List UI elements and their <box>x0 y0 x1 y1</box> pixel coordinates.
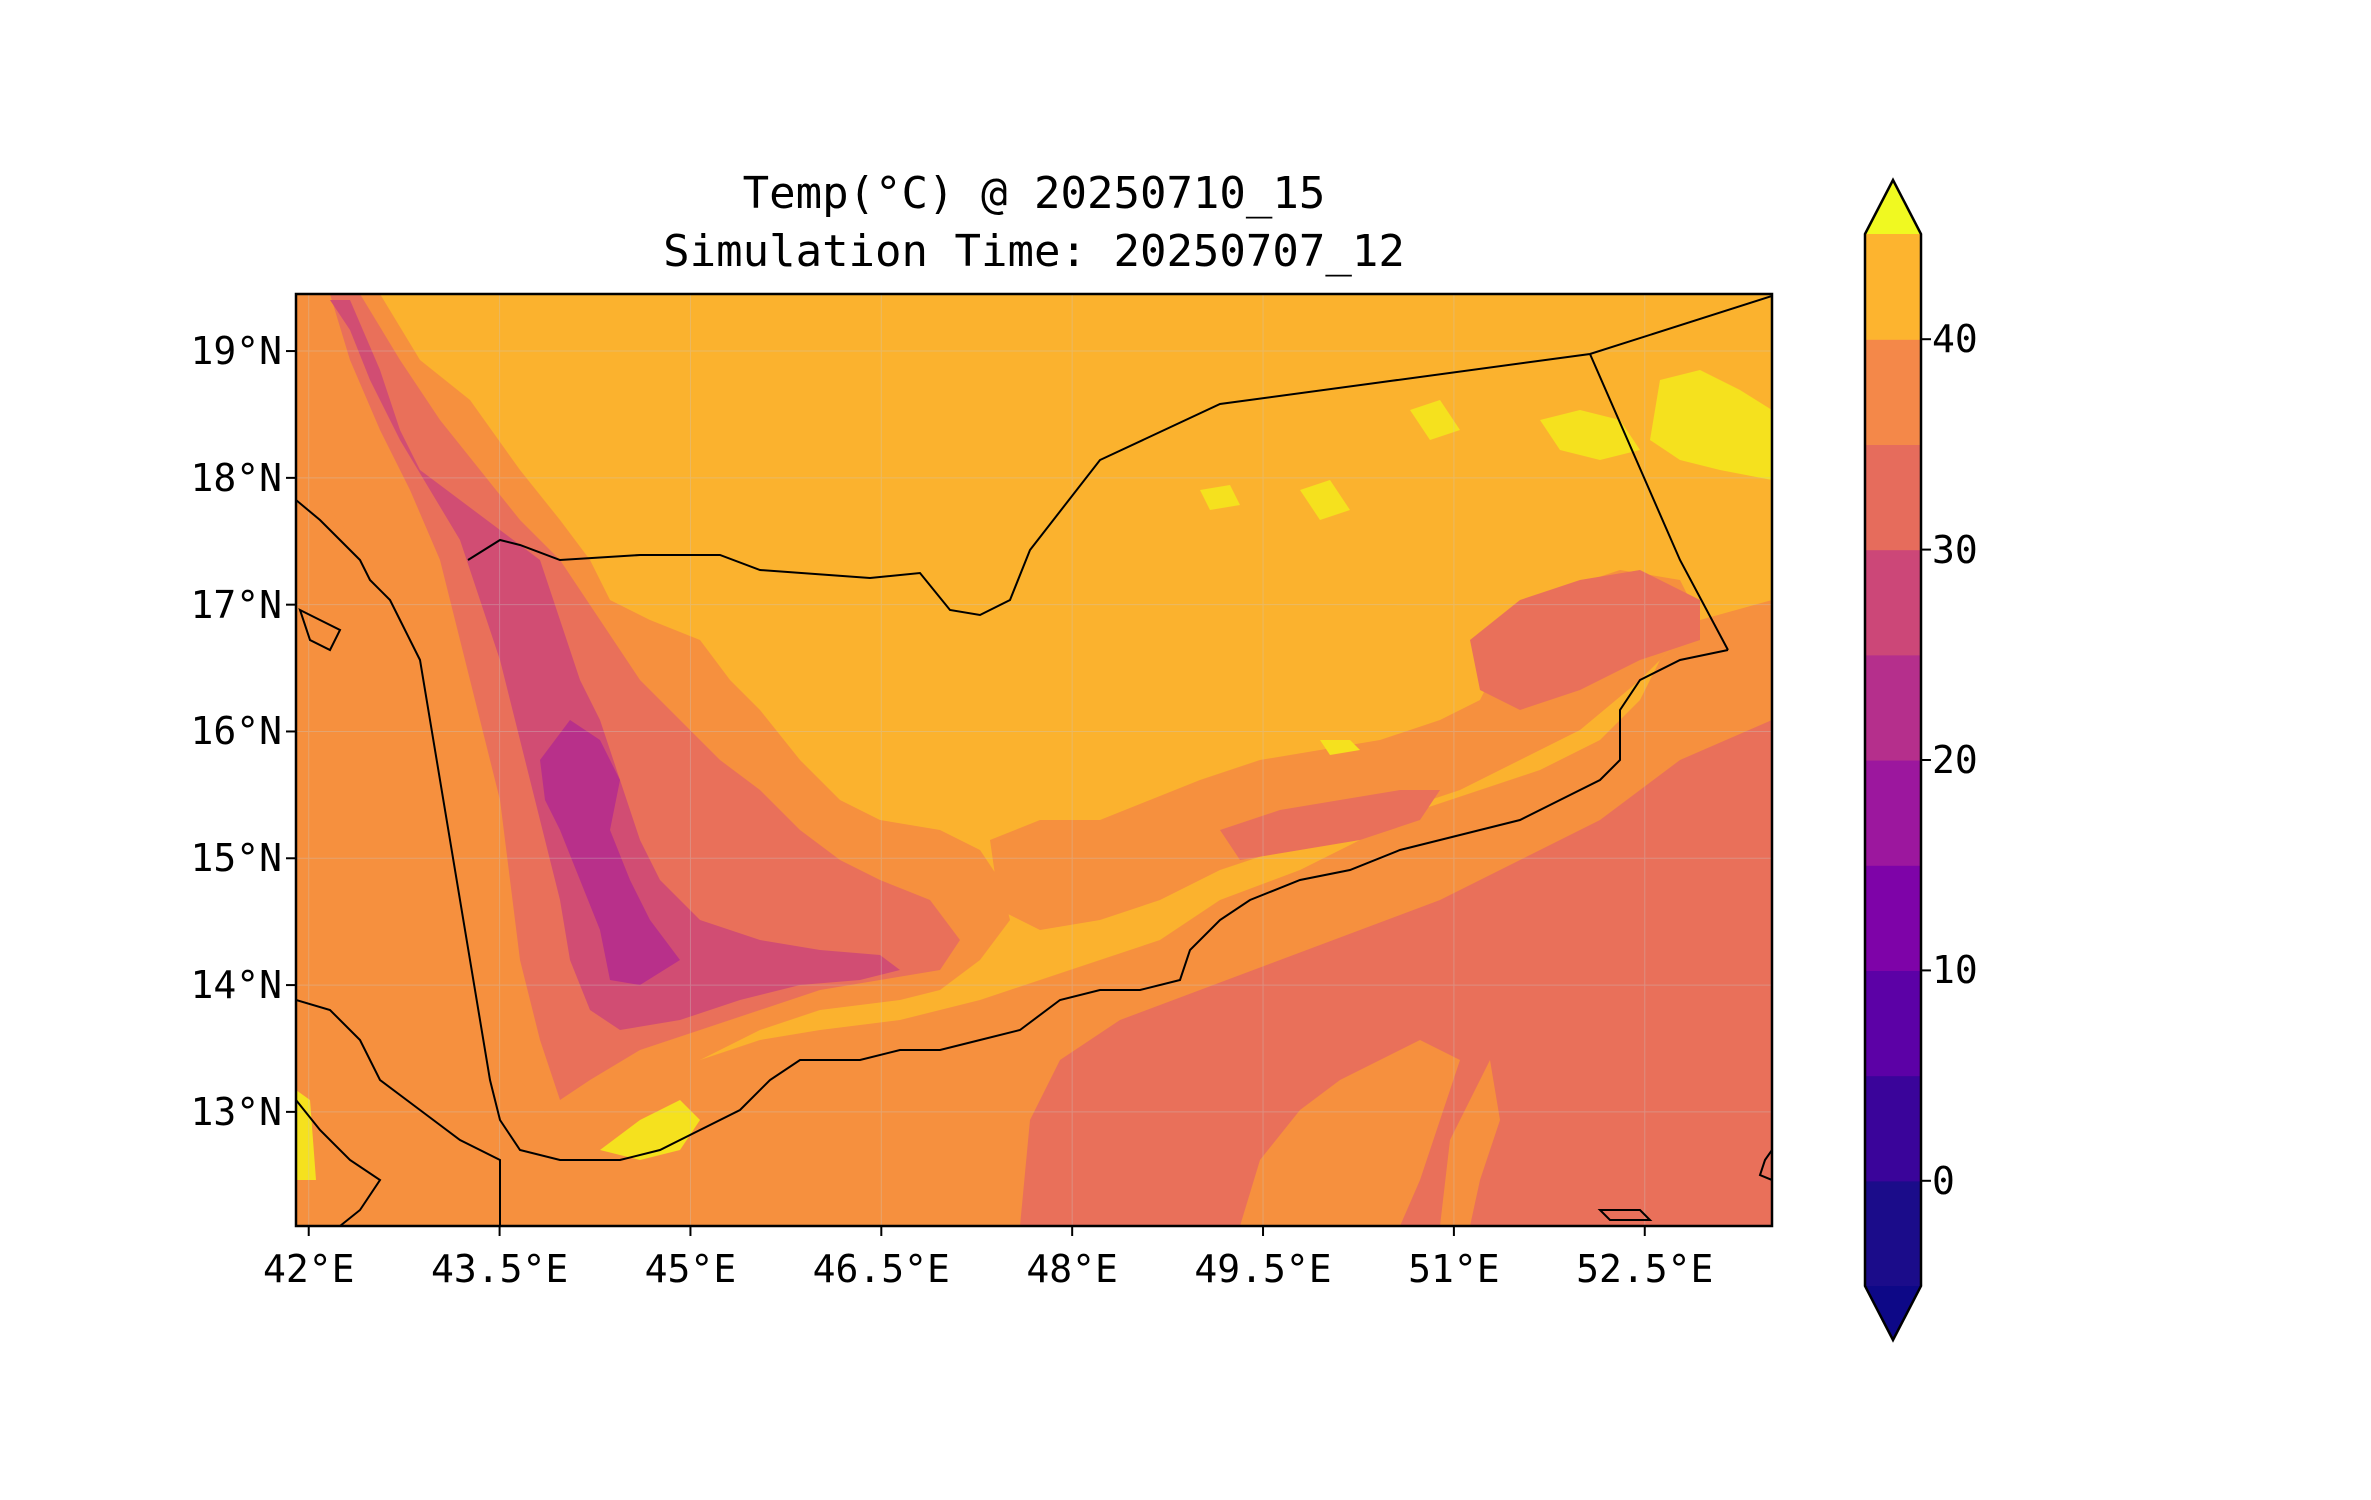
lon-tick-label: 52.5°E <box>1576 1247 1714 1291</box>
colorbar-tick-label: 10 <box>1932 948 1978 993</box>
colorbar-segment <box>1865 444 1921 551</box>
colorbar-segment <box>1865 865 1921 971</box>
lat-tick-label: 19°N <box>190 329 282 374</box>
map-subtitle: Simulation Time: 20250707_12 <box>663 226 1405 277</box>
contour-sea-mild-2 <box>1440 1060 1500 1226</box>
island-east-tip <box>1758 1148 1772 1182</box>
contour-hot-north-3 <box>1410 400 1460 440</box>
lon-tick-label: 46.5°E <box>812 1247 950 1291</box>
colorbar-segment <box>1865 1075 1921 1182</box>
lon-tick-label: 43.5°E <box>430 1247 569 1291</box>
colorbar <box>1863 177 1931 1343</box>
contour-hot-north-4 <box>1300 480 1350 520</box>
map-frame <box>294 292 1774 1228</box>
contour-hadramawt-inner <box>1220 790 1440 860</box>
lon-tick-label: 49.5°E <box>1194 1247 1332 1291</box>
contour-hot-north-5 <box>1200 485 1240 510</box>
map-boundaries <box>296 295 1772 1226</box>
temperature-field <box>296 294 1772 1226</box>
contour-hot-north-6 <box>1320 740 1360 755</box>
lat-tick-label: 13°N <box>190 1089 282 1134</box>
lat-tick-label: 15°N <box>190 836 282 881</box>
coast-africa <box>296 999 501 1226</box>
lon-tick-label: 45°E <box>644 1247 737 1291</box>
colorbar-segment <box>1865 654 1921 761</box>
island-kamaran <box>298 608 342 652</box>
colorbar-tick-label: 40 <box>1932 317 1978 362</box>
lon-tick-label: 48°E <box>1026 1247 1118 1291</box>
contour-east-highland <box>1470 570 1700 710</box>
coast-southern-yemen <box>296 499 1729 1161</box>
lat-tick-label: 14°N <box>190 963 282 1008</box>
lat-tick-label: 16°N <box>190 709 282 754</box>
colorbar-segment <box>1865 760 1921 866</box>
axis-ticks <box>286 350 1646 1236</box>
contour-hot-north-2 <box>1540 410 1640 460</box>
colorbar-outline <box>1863 177 1923 1343</box>
border-yemen-oman <box>1589 353 1729 651</box>
colorbar-tick-label: 0 <box>1932 1158 1955 1203</box>
lat-tick-label: 18°N <box>190 455 282 500</box>
contour-hot-southwest <box>600 1100 700 1160</box>
colorbar-segment <box>1865 339 1921 445</box>
contour-hot-north-1 <box>1650 370 1772 480</box>
contour-sea-mild <box>1240 1040 1460 1226</box>
map-gridlines <box>296 294 1772 1226</box>
contour-highlands-mid <box>330 294 960 1100</box>
colorbar-segment <box>1865 549 1921 656</box>
island-socotra-west <box>1597 1209 1653 1221</box>
border-yemen-saudi <box>467 295 1772 617</box>
map-title: Temp(°C) @ 20250710_15 <box>742 168 1326 219</box>
contour-hot-west <box>296 1090 316 1180</box>
lat-tick-label: 17°N <box>190 582 282 627</box>
colorbar-extend-under <box>1865 1286 1921 1340</box>
contour-red-sea <box>296 500 500 1100</box>
colorbar-tick-label: 20 <box>1932 738 1978 782</box>
colorbar-segment <box>1865 1180 1921 1287</box>
colorbar-segment <box>1865 970 1921 1077</box>
lon-tick-label: 42°E <box>262 1247 355 1291</box>
coast-africa-inner <box>296 1099 382 1226</box>
lon-tick-label: 51°E <box>1408 1247 1500 1291</box>
contour-arabian-sea <box>1020 720 1772 1226</box>
contour-highlands-core <box>540 720 680 985</box>
colorbar-extend-over <box>1865 180 1921 234</box>
colorbar-tick-label: 30 <box>1932 527 1978 572</box>
colorbar-segment <box>1865 234 1921 340</box>
